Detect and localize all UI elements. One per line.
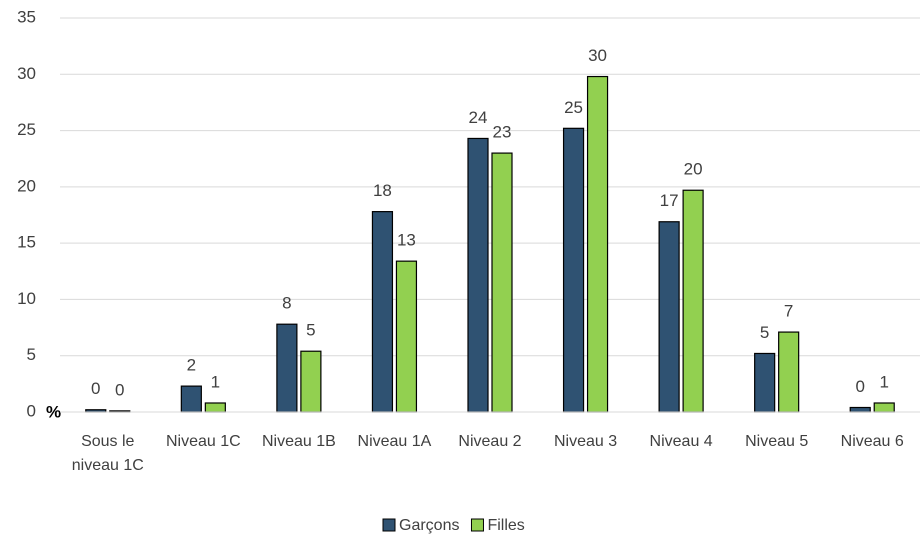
y-tick-label: 25 [17, 120, 36, 139]
bar [491, 152, 513, 413]
bar [180, 385, 202, 413]
x-tick-label: Niveau 1A [357, 433, 432, 450]
value-label: 5 [760, 323, 769, 342]
y-tick-label: 5 [27, 345, 36, 364]
value-label: 13 [397, 231, 416, 250]
value-label: 24 [469, 108, 488, 127]
x-tick-label: Niveau 1C [165, 433, 241, 450]
y-tick-label: 15 [17, 233, 36, 252]
bar [371, 211, 394, 413]
y-tick-label: 20 [17, 176, 36, 195]
y-tick-label: 35 [17, 7, 36, 26]
x-tick-label: Sous le niveau 1C [71, 433, 144, 474]
value-label: 2 [187, 356, 196, 375]
value-label: 0 [855, 377, 864, 396]
value-label: 25 [564, 98, 583, 117]
x-tick-label: Niveau 6 [840, 433, 904, 450]
bar [778, 331, 800, 413]
bar [873, 402, 895, 413]
bar [395, 260, 418, 413]
y-tick-label: 10 [17, 289, 36, 308]
value-label: 7 [784, 302, 793, 321]
value-label: 18 [373, 181, 392, 200]
x-tick-label: Niveau 4 [649, 433, 713, 450]
x-tick-label: Niveau 2 [458, 433, 522, 450]
legend-swatch [382, 518, 396, 532]
legend-label: Garçons [399, 517, 459, 534]
bar [849, 406, 871, 413]
bar [754, 352, 776, 413]
y-tick-label: 0 [27, 401, 36, 420]
value-label: 20 [684, 160, 703, 179]
x-tick-label: Niveau 5 [745, 433, 809, 450]
legend-swatch [470, 518, 484, 532]
bar [586, 75, 609, 413]
value-label: 30 [588, 46, 607, 65]
bar [682, 189, 704, 413]
value-label: 0 [91, 379, 100, 398]
value-label: 0 [115, 380, 124, 399]
bar [467, 137, 489, 413]
bar [300, 350, 322, 413]
bar [562, 127, 585, 413]
value-label: 23 [493, 123, 512, 142]
value-label: 17 [660, 191, 679, 210]
bar [204, 402, 226, 413]
y-axis-label: % [46, 402, 61, 421]
x-tick-label: Niveau 1B [261, 433, 336, 450]
y-tick-label: 30 [17, 64, 36, 83]
value-label: 1 [211, 372, 220, 391]
legend-label: Filles [487, 517, 524, 534]
value-label: 1 [879, 372, 888, 391]
value-label: 8 [282, 294, 291, 313]
bar [658, 221, 680, 413]
x-tick-label: Niveau 3 [553, 433, 618, 450]
value-label: 5 [306, 321, 315, 340]
bar [276, 323, 298, 413]
